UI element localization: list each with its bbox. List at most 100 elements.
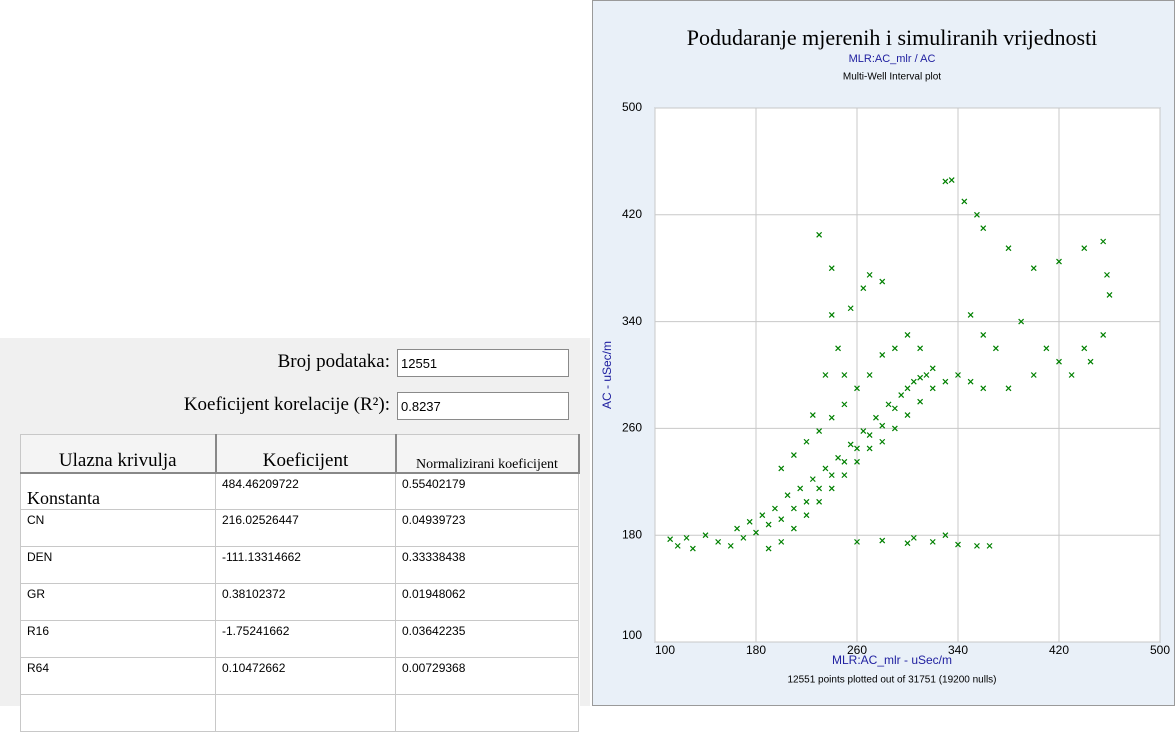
table-row[interactable]: Konstanta 484.46209722 0.55402179 [20,472,579,510]
point [879,438,886,445]
point [879,537,886,544]
point [841,458,848,465]
point [942,178,949,185]
point [917,398,924,405]
table-cell: 0.00729368 [395,657,579,695]
point [879,278,886,285]
table-row[interactable]: R64 0.10472662 0.00729368 [20,657,579,695]
x-axis-label: MLR:AC_mlr - uSec/m [832,653,952,667]
point [1081,245,1088,252]
y-tick-label: 100 [622,628,642,642]
point [860,428,867,434]
chart: Podudaranje mjerenih i simuliranih vrije… [592,0,1175,706]
table-cell: R16 [20,620,216,658]
point [828,472,835,479]
point [860,285,867,292]
header[interactable]: Normalizirani koeficijent [395,434,580,474]
chart-note: 12551 points plotted out of 31751 (19200… [787,675,996,686]
point [1100,238,1107,245]
table-row [20,694,579,732]
point [847,441,854,448]
point [910,378,917,385]
point [841,401,848,408]
point [809,412,816,418]
point [797,485,804,492]
plot-area [654,107,1161,643]
point [974,211,980,218]
empty-cell [215,694,396,732]
point [740,534,747,541]
point [835,345,841,352]
point [765,521,772,528]
point [866,271,873,278]
point [879,422,886,429]
header[interactable]: Koeficijent [215,434,397,474]
table-cell: -1.75241662 [215,620,396,658]
point [967,378,974,385]
point [803,498,810,505]
point [942,532,949,539]
point [1106,291,1113,298]
point [816,428,823,434]
table-cell: -111.13314662 [215,546,396,584]
table-cell: DEN [20,546,216,584]
point [835,454,841,461]
point [1087,358,1094,365]
coef-table: Ulazna krivulja Koeficijent Normaliziran… [20,434,580,732]
x-tick-label: 100 [655,643,675,657]
point [854,385,860,392]
table-row[interactable]: GR 0.38102372 0.01948062 [20,583,579,621]
point [929,538,936,545]
empty-cell [20,694,216,732]
point [816,231,823,238]
point [816,485,823,492]
y-tick-label: 180 [622,527,642,541]
y-tick-label: 420 [622,207,642,221]
point [790,525,797,532]
point [816,498,823,505]
point [917,345,924,352]
table-row[interactable]: DEN -111.13314662 0.33338438 [20,546,579,584]
point [778,538,785,545]
table-cell: 0.03642235 [395,620,579,658]
point [1043,345,1050,352]
point [1005,245,1012,252]
table-cell: 0.55402179 [395,472,579,510]
table-cell: 0.04939723 [395,509,579,547]
point [841,372,848,378]
point [986,542,993,549]
point [1100,332,1107,338]
point [967,312,974,318]
point [784,492,791,499]
table-cell: 484.46209722 [215,472,396,510]
y-axis-label: AC - uSec/m [600,341,614,409]
point [929,385,936,392]
point [765,545,772,552]
point [1068,372,1075,378]
table-cell: 0.10472662 [215,657,396,695]
point [917,374,924,381]
header[interactable]: Ulazna krivulja [20,434,217,474]
y-tick-label: 260 [622,421,642,435]
plot-name: Multi-Well Interval plot [843,72,941,83]
point [790,505,797,512]
table-cell: 0.38102372 [215,583,396,621]
point [772,505,778,512]
point [667,536,674,543]
r2-input[interactable]: 0.8237 [397,392,569,420]
count-input[interactable]: 12551 [397,349,569,377]
point [828,312,835,318]
point [847,305,854,312]
x-tick-label: 260 [847,643,867,657]
count-label: Broj podataka: [277,351,390,372]
point [809,476,816,483]
table-cell: 0.33338438 [395,546,579,584]
point [854,445,860,452]
empty-cell [395,694,579,732]
table-row[interactable]: R16 -1.75241662 0.03642235 [20,620,579,658]
r2-label: Koeficijent korelacije (R²): [183,394,390,415]
point [885,401,892,408]
point [866,372,873,378]
table-row[interactable]: CN 216.02526447 0.04939723 [20,509,579,547]
